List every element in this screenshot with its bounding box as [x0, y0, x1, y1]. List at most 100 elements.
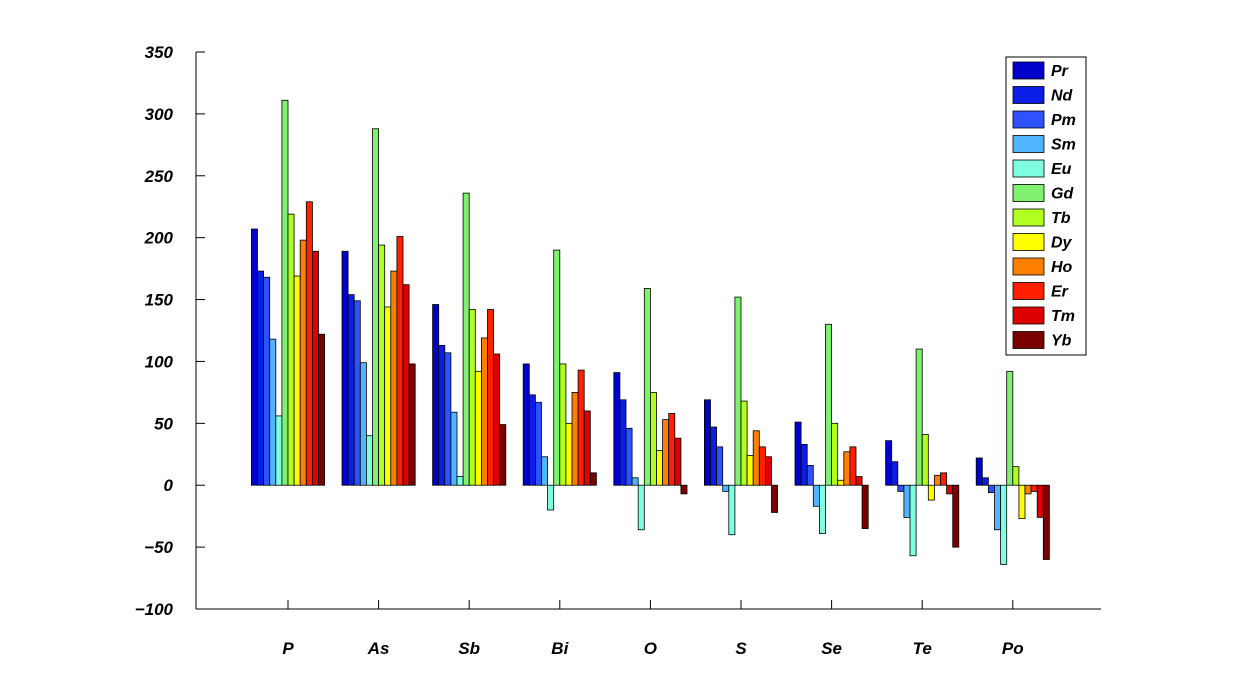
legend-swatch	[1012, 257, 1045, 276]
bar	[535, 401, 542, 486]
x-tick-label: O	[644, 639, 657, 658]
bar	[402, 284, 410, 486]
bar	[1024, 484, 1032, 495]
bar	[837, 479, 845, 486]
bar	[396, 236, 404, 486]
bar	[794, 421, 802, 486]
bar	[934, 474, 941, 486]
bar	[885, 440, 893, 486]
bar	[1018, 484, 1026, 520]
bar	[438, 344, 446, 486]
y-tick-label: −50	[144, 538, 173, 557]
bar	[758, 446, 766, 486]
bar	[1000, 484, 1008, 565]
x-tick-label: Sb	[458, 639, 480, 658]
bar	[565, 422, 573, 486]
bar	[619, 399, 627, 486]
bar	[432, 304, 440, 486]
bar	[487, 309, 494, 486]
bar	[812, 484, 820, 507]
bar	[305, 201, 313, 486]
legend-swatch	[1012, 61, 1045, 80]
bar	[631, 477, 639, 486]
bar	[299, 239, 307, 486]
bar	[861, 484, 869, 529]
bar	[450, 411, 458, 486]
bar	[444, 352, 452, 486]
bar	[553, 249, 561, 486]
bar	[499, 424, 507, 486]
bar	[408, 363, 416, 486]
y-tick-label: 300	[145, 105, 174, 124]
legend-swatch	[1012, 208, 1045, 227]
legend-label: Dy	[1051, 235, 1073, 252]
x-tick-label: Se	[821, 639, 842, 658]
bar	[806, 465, 814, 486]
legend-label: Tb	[1051, 210, 1071, 227]
bar	[474, 370, 482, 486]
bar	[988, 484, 995, 494]
bar	[318, 333, 325, 486]
bar	[855, 476, 863, 486]
bar	[710, 426, 717, 486]
bar	[771, 484, 778, 513]
bar	[981, 477, 989, 486]
bar	[1036, 484, 1044, 518]
legend-label: Eu	[1051, 161, 1072, 178]
bar	[468, 309, 476, 486]
bar	[269, 338, 277, 486]
bar	[613, 372, 621, 486]
bar	[480, 337, 488, 486]
legend-label: Er	[1051, 284, 1069, 301]
bar	[903, 484, 911, 518]
bar	[765, 456, 772, 486]
bar	[946, 484, 954, 495]
legend-swatch	[1012, 135, 1045, 153]
bar	[746, 455, 754, 486]
bar	[643, 288, 651, 486]
bar	[674, 437, 682, 486]
bar	[921, 434, 929, 486]
x-tick-label: Po	[1002, 639, 1024, 658]
bar	[347, 294, 355, 486]
legend-swatch	[1012, 282, 1045, 300]
bar	[752, 430, 760, 486]
bar	[909, 484, 917, 557]
bar	[1030, 484, 1038, 492]
bar	[522, 363, 530, 486]
bar	[650, 391, 657, 486]
legend-label: Yb	[1051, 333, 1072, 350]
bar	[915, 348, 923, 486]
bar	[281, 99, 289, 486]
bar	[263, 276, 271, 486]
legend-swatch	[1012, 184, 1045, 202]
bar	[547, 484, 555, 511]
x-tick-label: As	[367, 639, 390, 658]
bar	[722, 484, 730, 492]
bar	[975, 457, 983, 486]
bar	[662, 419, 670, 486]
bar	[704, 399, 711, 486]
y-tick-label: 200	[144, 229, 174, 248]
legend-swatch	[1012, 331, 1045, 349]
legend-swatch	[1012, 233, 1045, 251]
bar	[728, 484, 736, 536]
bar	[668, 413, 676, 486]
legend-label: Nd	[1051, 88, 1074, 105]
bar	[250, 228, 258, 486]
bar	[311, 250, 319, 486]
bar	[843, 451, 851, 486]
y-tick-label: 350	[145, 43, 174, 62]
legend-label: Tm	[1051, 308, 1075, 325]
bar	[952, 484, 960, 548]
bar	[637, 484, 645, 531]
bar	[257, 270, 264, 486]
bar	[825, 323, 832, 486]
bar	[456, 476, 464, 486]
bar	[831, 422, 839, 486]
bar	[897, 484, 905, 492]
legend-swatch	[1012, 110, 1045, 129]
bar	[571, 391, 579, 486]
bar	[528, 394, 536, 486]
